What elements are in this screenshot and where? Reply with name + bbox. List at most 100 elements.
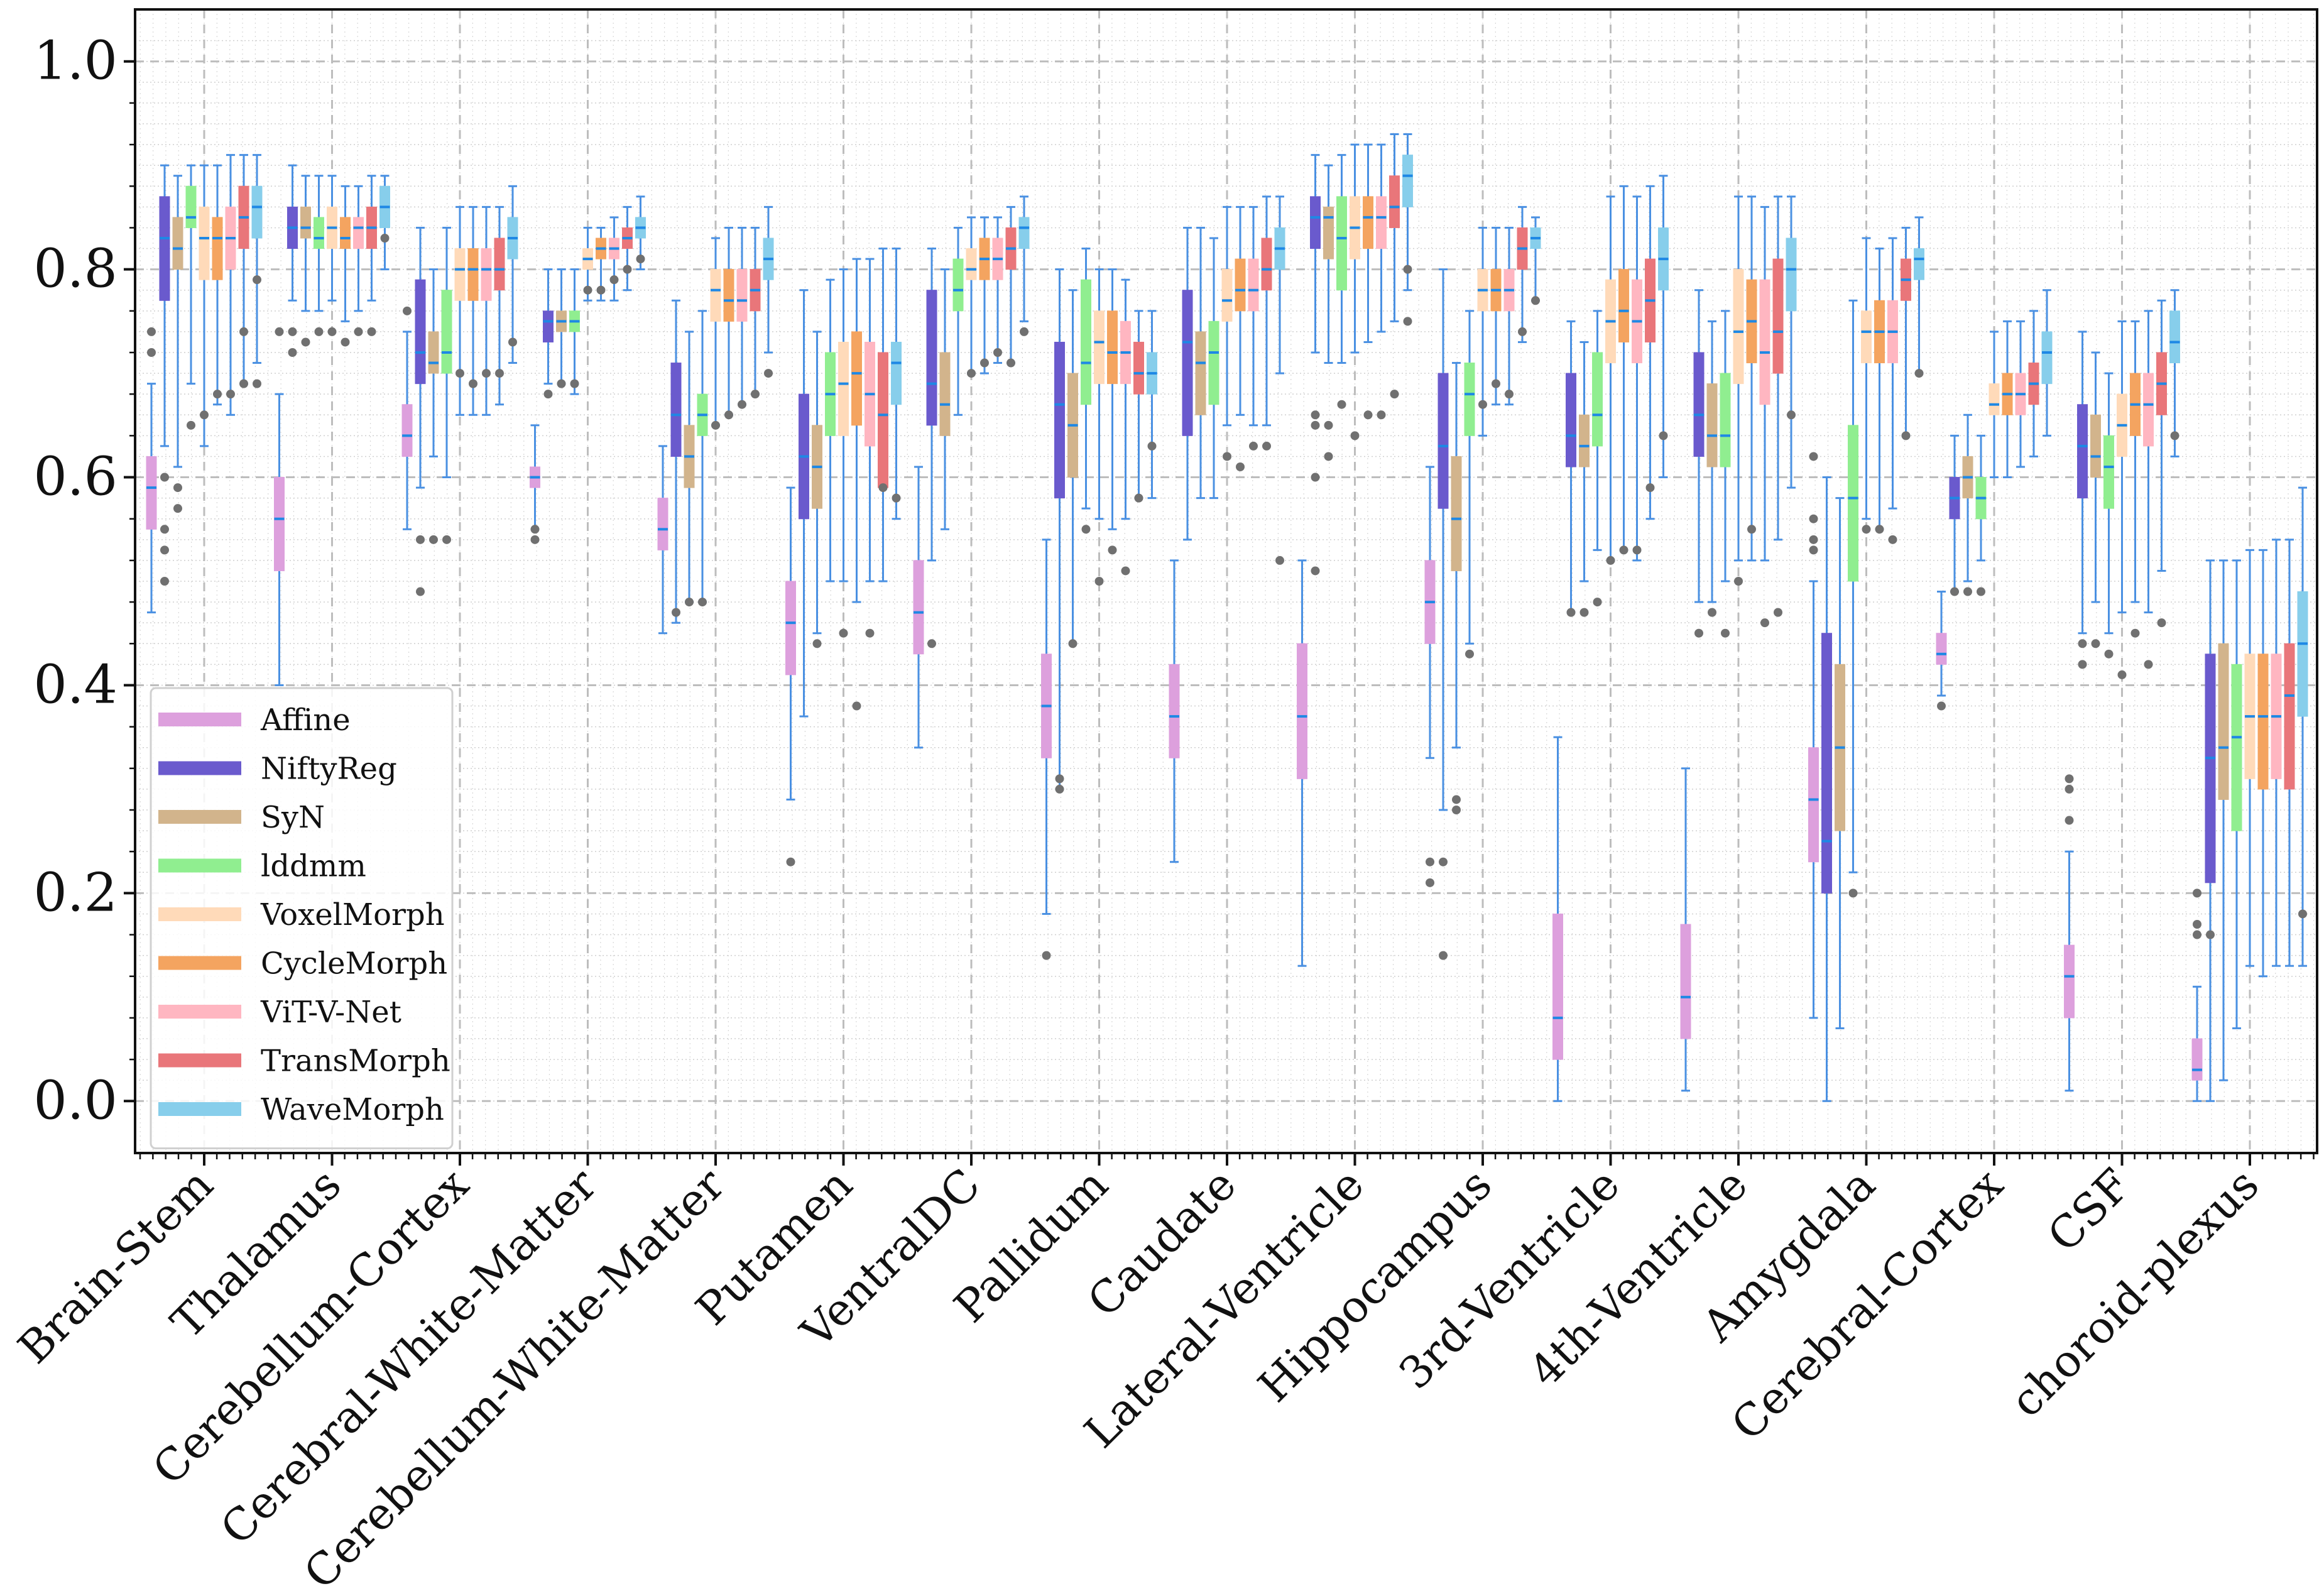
outlier-point [253,275,261,285]
box-iqr [966,248,977,280]
box-iqr [1182,290,1193,436]
box-iqr [185,185,197,228]
box-iqr [939,352,951,436]
legend-swatch-lddmm [158,858,241,873]
box-transmorph [238,154,249,388]
outlier-point [341,337,350,347]
outlier-point [160,545,169,555]
y-tick-label: 0.0 [33,1069,117,1131]
outlier-point [403,306,412,315]
outlier-point [1390,390,1399,399]
box-syn [684,331,695,607]
outlier-point [751,390,760,399]
box-iqr [1437,373,1449,509]
box-group-choroid-plexus [2191,486,2308,1102]
box-syn [1706,320,1718,617]
box-syn [1835,497,1845,1029]
box-vit-v-net [353,185,364,336]
box-iqr [1195,331,1206,415]
box-iqr [878,352,888,488]
box-iqr [2297,591,2308,717]
box-vit-v-net [992,216,1003,364]
box-wavemorph [1914,216,1924,378]
outlier-point [1774,608,1782,617]
y-tick-label: 0.8 [33,238,117,300]
box-iqr [710,269,721,322]
y-tick-label: 0.2 [33,861,117,923]
box-iqr [1235,258,1246,312]
outlier-point [1403,317,1412,326]
outlier-point [1275,555,1284,565]
outlier-point [993,348,1002,357]
outlier-point [1809,545,1818,555]
box-affine [530,424,540,544]
box-vit-v-net [1248,205,1259,451]
outlier-point [495,369,504,378]
box-iqr [1389,175,1400,228]
legend-swatch-affine [158,713,241,726]
outlier-point [724,410,733,420]
y-tick-label: 1.0 [33,30,117,92]
box-transmorph [1901,226,1911,440]
box-lddmm [952,226,964,416]
box-iqr [1261,238,1272,291]
box-affine [1297,559,1307,967]
box-iqr [146,456,157,530]
outlier-point [1007,358,1015,368]
box-cyclemorph [2257,549,2269,978]
box-group-lateral-ventricle [1297,133,1413,967]
box-iqr [401,404,413,457]
box-iqr [314,217,324,249]
box-group-brain-stem [146,154,263,614]
outlier-point [1809,514,1818,523]
box-wavemorph [1147,310,1157,500]
box-niftyreg [1566,320,1576,617]
box-vit-v-net [865,258,875,638]
box-iqr [1720,373,1731,467]
box-group-cerebral-white-matter [530,195,646,544]
box-iqr [2169,310,2180,364]
outlier-point [1311,410,1320,420]
box-iqr [1566,373,1576,467]
outlier-point [173,504,182,513]
outlier-point [1963,587,1972,596]
box-iqr [2205,653,2216,883]
legend: Affine NiftyReg SyN lddmm VoxelMorph CycleMor… [150,687,454,1149]
box-voxelmorph [454,205,466,416]
box-iqr [1759,279,1770,405]
outlier-point [1914,369,1924,378]
legend-swatch-niftyreg [158,761,241,775]
outlier-point [1694,628,1703,638]
box-iqr [1208,320,1219,405]
outlier-point [1809,452,1818,461]
outlier-point [1134,493,1143,503]
outlier-point [327,327,337,336]
box-voxelmorph [1477,226,1488,437]
outlier-point [623,265,632,274]
box-iqr [1054,341,1065,499]
box-transmorph [878,248,888,582]
box-syn [172,175,183,513]
outlier-point [1465,649,1474,659]
box-iqr [1094,310,1105,385]
outlier-point [1363,410,1373,420]
box-niftyreg [287,164,298,357]
outlier-point [2078,639,2087,648]
box-voxelmorph [2117,320,2127,679]
x-tick-label: Hippocampus [1248,1159,1502,1412]
box-lddmm [569,268,580,395]
box-lddmm [1208,237,1219,500]
box-syn [812,331,822,648]
box-affine [785,486,796,867]
outlier-point [764,369,773,378]
legend-label-niftyreg: NiftyReg [261,752,397,787]
box-voxelmorph [1221,205,1233,461]
box-affine [1808,452,1819,1019]
outlier-point [583,285,592,295]
box-lddmm [1336,154,1347,409]
outlier-point [1055,784,1064,794]
outlier-point [1350,431,1360,440]
outlier-point [852,701,861,711]
box-niftyreg [1821,476,1832,1102]
box-group-3rd-ventricle [1552,175,1669,1102]
